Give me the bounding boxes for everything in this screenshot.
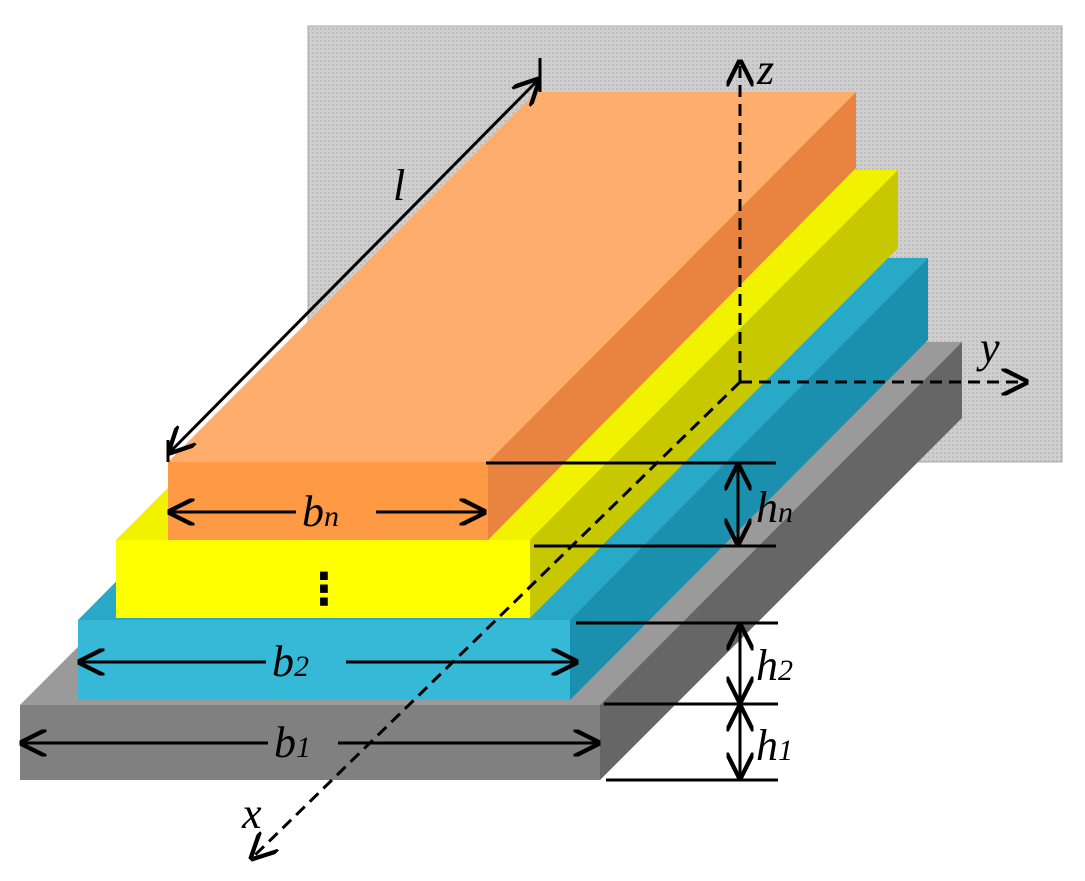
height-h2-label: h2 xyxy=(756,641,793,690)
width-b1-label: b1 xyxy=(274,718,311,767)
height-h1-label: h1 xyxy=(756,721,793,770)
intermediate-layer-side-face xyxy=(530,170,898,618)
width-bn-label: bn xyxy=(302,487,339,536)
top-layer-side-face xyxy=(488,92,856,540)
base-layer-side-face xyxy=(600,342,962,780)
length-dimension-arrow xyxy=(170,80,538,452)
y-axis-label: y xyxy=(976,323,1000,372)
layer-2-front-face xyxy=(78,620,570,700)
z-axis-label: z xyxy=(756,45,774,94)
layer-ellipsis: ⋮ xyxy=(302,564,346,615)
height-hn-label: hn xyxy=(756,483,793,532)
width-b2-label: b2 xyxy=(272,637,309,686)
intermediate-layer-front-face xyxy=(116,540,530,618)
length-label: l xyxy=(393,161,405,210)
base-layer-front-face xyxy=(20,705,600,780)
x-axis-label: x xyxy=(241,789,262,838)
top-layer-front-face xyxy=(168,462,488,540)
